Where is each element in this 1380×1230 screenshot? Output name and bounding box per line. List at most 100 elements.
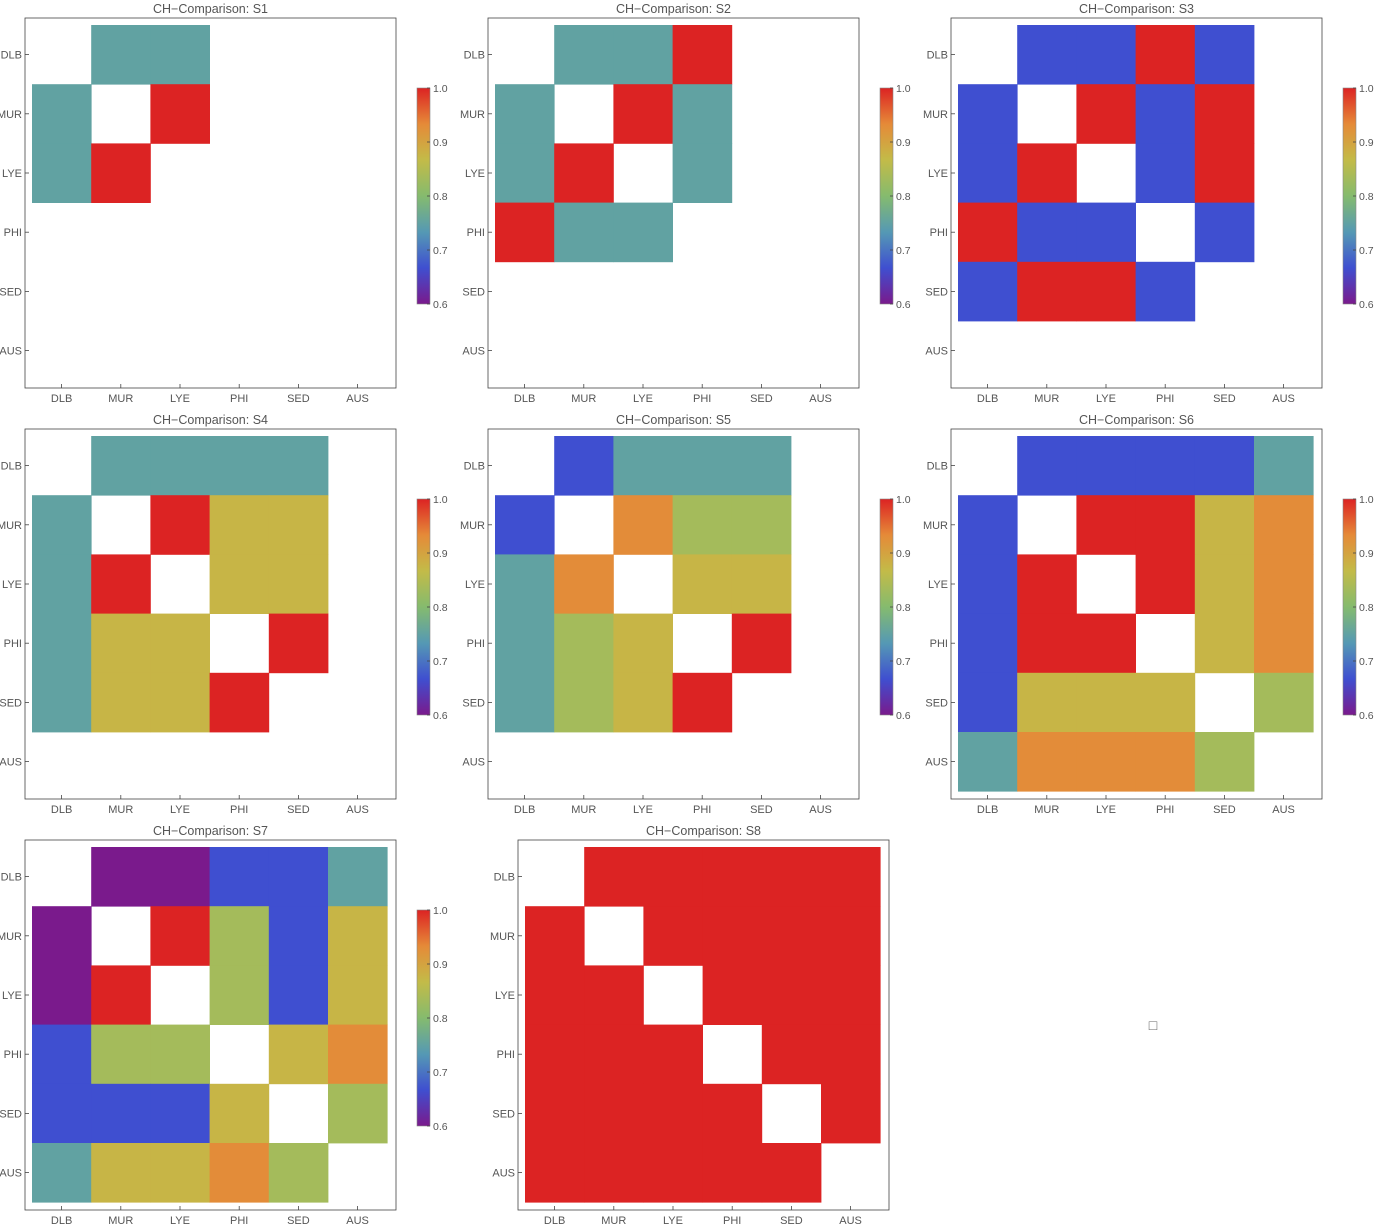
heatmap-cell-PHI-AUS — [821, 1024, 881, 1085]
x-tick-label: AUS — [809, 393, 832, 405]
heatmap-cell-MUR-DLB — [32, 495, 92, 555]
heatmap-cell-PHI-DLB — [525, 1024, 585, 1085]
heatmap-cell-DLB-PHI — [209, 436, 270, 496]
heatmap-cell-PHI-MUR — [554, 202, 614, 263]
heatmap-panel-1: CH−Comparison: S1 DLB MUR LYE PHI SED AUS DLB MU… — [0, 2, 448, 405]
heatmap-cell-SED-MUR — [554, 672, 614, 733]
x-tick-label: DLB — [544, 1215, 565, 1227]
heatmap-cell-SED-LYE — [150, 1083, 210, 1144]
heatmap-cell-MUR-DLB — [495, 84, 555, 144]
x-tick-label: MUR — [1034, 393, 1059, 405]
heatmap-cell-DLB-LYE — [1076, 436, 1136, 496]
colorbar-tick-label: 0.7 — [433, 245, 448, 257]
y-tick-label: PHI — [930, 227, 948, 239]
colorbar-tick-label: 1.0 — [1359, 494, 1374, 506]
empty-panel-placeholder-icon: □ — [1149, 1017, 1158, 1033]
heatmap-cell-SED-LYE — [643, 1083, 703, 1144]
heatmap-cell-AUS-SED — [1194, 732, 1255, 792]
colorbar-tick-label: 0.8 — [896, 602, 911, 614]
y-tick-label: AUS — [462, 346, 485, 358]
heatmap-cell-DLB-PHI — [672, 436, 733, 496]
x-tick-label: PHI — [230, 804, 248, 816]
heatmap-cell-SED-PHI — [672, 672, 733, 733]
plot-frame — [517, 839, 890, 1211]
heatmap-cell-SED-PHI — [209, 1083, 270, 1144]
x-tick-label: AUS — [346, 393, 369, 405]
colorbar-tick-label: 0.7 — [1359, 656, 1374, 668]
x-tick-label: MUR — [108, 393, 133, 405]
heatmap-cell-AUS-LYE — [1076, 732, 1136, 792]
x-tick-label: MUR — [601, 1215, 626, 1227]
heatmap-cell-LYE-AUS — [821, 965, 881, 1025]
heatmap-cell-PHI-MUR — [584, 1024, 644, 1085]
y-tick-label: AUS — [0, 1168, 22, 1180]
x-tick-label: AUS — [1272, 804, 1295, 816]
heatmap-cell-SED-PHI — [1135, 672, 1196, 733]
heatmap-cell-DLB-LYE — [150, 436, 210, 496]
heatmap-cell-MUR-DLB — [525, 906, 585, 966]
heatmap-cell-MUR-LYE — [150, 495, 210, 555]
y-tick-label: MUR — [0, 520, 22, 532]
heatmap-cell-SED-DLB — [958, 672, 1018, 733]
y-tick-label: AUS — [462, 757, 485, 769]
heatmap-cell-SED-LYE — [1076, 672, 1136, 733]
heatmap-cell-LYE-SED — [1194, 143, 1255, 203]
heatmap-cell-LYE-SED — [268, 554, 329, 614]
x-tick-label: PHI — [723, 1215, 741, 1227]
y-tick-label: DLB — [927, 50, 948, 62]
x-tick-label: PHI — [693, 393, 711, 405]
heatmap-cell-LYE-MUR — [584, 965, 644, 1025]
y-tick-label: MUR — [923, 109, 948, 121]
x-tick-label: AUS — [346, 804, 369, 816]
heatmap-cell-PHI-DLB — [495, 202, 555, 263]
y-tick-label: MUR — [923, 520, 948, 532]
heatmap-cell-AUS-PHI — [702, 1143, 763, 1203]
heatmap-cell-DLB-LYE — [150, 25, 210, 85]
heatmap-cell-SED-AUS — [821, 1083, 881, 1144]
x-tick-label: DLB — [51, 804, 72, 816]
heatmap-cell-DLB-MUR — [1017, 436, 1077, 496]
y-tick-label: PHI — [467, 638, 485, 650]
y-tick-label: SED — [925, 286, 948, 298]
heatmap-cell-LYE-DLB — [32, 965, 92, 1025]
heatmap-cell-SED-LYE — [613, 672, 673, 733]
x-tick-label: LYE — [633, 393, 653, 405]
heatmap-cell-LYE-PHI — [672, 143, 733, 203]
heatmap-panel-5: CH−Comparison: S5 DLB MUR LYE PHI SED AUS DLB MU… — [460, 413, 911, 816]
colorbar-tick-label: 0.8 — [433, 602, 448, 614]
y-tick-label: DLB — [464, 50, 485, 62]
colorbar-tick-label: 1.0 — [896, 494, 911, 506]
heatmap-cell-PHI-DLB — [958, 202, 1018, 263]
y-tick-label: AUS — [0, 757, 22, 769]
heatmap-panel-2: CH−Comparison: S2 DLB MUR LYE PHI SED AUS DLB MU… — [460, 2, 911, 405]
heatmap-cell-PHI-MUR — [91, 1024, 151, 1085]
heatmap-cell-MUR-SED — [731, 495, 792, 555]
heatmap-cell-MUR-PHI — [672, 84, 733, 144]
heatmap-cell-PHI-MUR — [1017, 202, 1077, 263]
colorbar-tick-label: 0.6 — [896, 299, 911, 311]
heatmap-cell-PHI-SED — [268, 613, 329, 674]
y-tick-label: DLB — [1, 461, 22, 473]
heatmap-cell-LYE-SED — [731, 554, 792, 614]
colorbar-tick-label: 0.6 — [433, 1121, 448, 1133]
colorbar: 1.0 0.9 0.8 0.7 0.6 — [1342, 494, 1374, 722]
heatmap-cell-LYE-MUR — [91, 965, 151, 1025]
heatmap-cell-SED-LYE — [1076, 261, 1136, 322]
heatmap-cell-AUS-LYE — [150, 1143, 210, 1203]
heatmap-cell-LYE-MUR — [1017, 143, 1077, 203]
heatmap-cell-DLB-MUR — [91, 847, 151, 907]
colorbar-tick-label: 0.8 — [1359, 191, 1374, 203]
heatmap-cell-MUR-DLB — [32, 906, 92, 966]
x-tick-label: PHI — [230, 393, 248, 405]
x-tick-label: AUS — [809, 804, 832, 816]
heatmap-cell-PHI-SED — [1194, 202, 1255, 263]
y-tick-label: PHI — [4, 638, 22, 650]
x-tick-label: LYE — [170, 1215, 190, 1227]
heatmap-cell-LYE-DLB — [958, 143, 1018, 203]
heatmap-cell-PHI-SED — [1194, 613, 1255, 674]
heatmap-cell-SED-MUR — [91, 672, 151, 733]
heatmap-cell-SED-PHI — [209, 672, 270, 733]
heatmap-cell-DLB-AUS — [821, 847, 881, 907]
heatmap-cell-LYE-MUR — [91, 143, 151, 203]
x-tick-label: PHI — [1156, 393, 1174, 405]
